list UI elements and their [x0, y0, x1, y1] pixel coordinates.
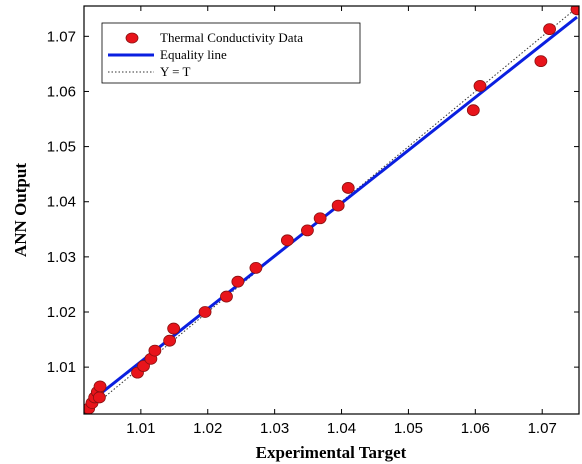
data-point	[92, 391, 106, 404]
data-point	[220, 290, 233, 303]
data-point	[163, 334, 177, 347]
legend: Thermal Conductivity Data Equality line …	[101, 22, 361, 84]
data-point	[534, 55, 548, 68]
data-point	[137, 360, 150, 372]
legend-label-identity: Y = T	[160, 64, 191, 79]
y-tick-label: 1.03	[47, 249, 76, 266]
y-tick-label: 1.02	[47, 304, 76, 321]
data-point	[301, 224, 314, 237]
x-tick-label: 1.03	[260, 420, 289, 437]
legend-label-equality: Equality line	[160, 47, 227, 62]
data-point	[341, 182, 355, 194]
y-tick-label: 1.06	[47, 83, 76, 100]
y-tick-label: 1.07	[47, 28, 76, 45]
data-point	[93, 380, 107, 393]
x-tick-label: 1.02	[193, 420, 222, 437]
data-point	[198, 306, 212, 318]
x-tick-label: 1.04	[327, 420, 356, 437]
y-tick-label: 1.04	[47, 194, 76, 211]
x-tick-label: 1.01	[126, 420, 155, 437]
points-layer	[84, 6, 579, 414]
x-tick-label: 1.05	[394, 420, 423, 437]
data-point	[249, 261, 263, 274]
legend-label-data: Thermal Conductivity Data	[160, 30, 303, 45]
x-axis-title: Experimental Target	[256, 443, 407, 462]
data-point	[231, 275, 245, 288]
x-tick-label: 1.06	[461, 420, 490, 437]
data-point	[280, 234, 294, 247]
data-point	[313, 212, 327, 225]
y-axis-title: ANN Output	[11, 163, 30, 257]
plot-frame	[83, 5, 580, 415]
data-point	[331, 199, 345, 212]
data-point	[570, 6, 579, 16]
ticks-layer: 1.01 1.02 1.03 1.04 1.05 1.06 1.07 1.01 1.02 1.03…	[47, 6, 579, 437]
legend-box	[101, 22, 361, 84]
x-tick-label: 1.07	[528, 420, 557, 437]
data-point	[466, 104, 480, 117]
data-point	[473, 80, 487, 92]
data-point	[148, 344, 162, 357]
legend-marker-points	[125, 32, 139, 44]
y-tick-label: 1.01	[47, 359, 76, 376]
y-tick-label: 1.05	[47, 139, 76, 156]
data-point	[167, 322, 181, 335]
data-point	[543, 23, 556, 36]
